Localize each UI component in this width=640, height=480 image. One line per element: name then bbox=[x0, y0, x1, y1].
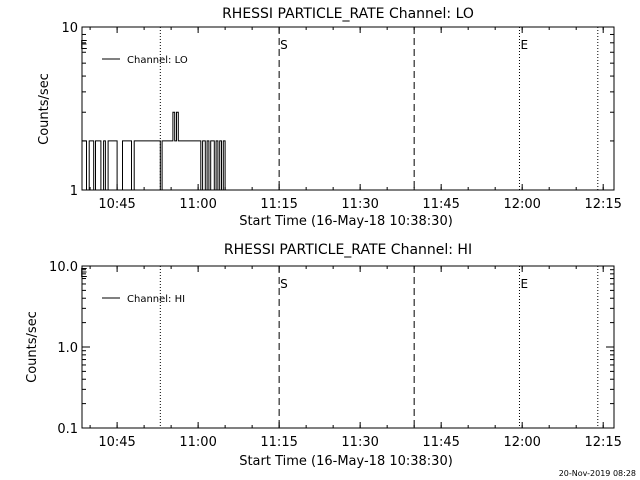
panel-lo-ticks: 10:45 11:00 11:15 11:30 11:45 12:00 12:15 1 10 bbox=[61, 21, 621, 212]
x-tick-label: 11:15 bbox=[260, 435, 297, 450]
x-tick-label: 11:30 bbox=[341, 435, 378, 450]
panel-hi-xlabel: Start Time (16-May-18 10:38:30) bbox=[239, 454, 453, 469]
panel-hi: RHESSI PARTICLE_RATE Channel: HI 10:45 11… bbox=[25, 242, 622, 469]
x-tick-label: 10:45 bbox=[98, 197, 135, 212]
event-line-label: E bbox=[520, 277, 528, 291]
panel-lo-series bbox=[82, 111, 226, 191]
series-line bbox=[82, 111, 226, 191]
x-tick-label: 12:15 bbox=[584, 197, 621, 212]
x-tick-label: 12:00 bbox=[503, 197, 540, 212]
panel-lo-title: RHESSI PARTICLE_RATE Channel: LO bbox=[222, 6, 474, 22]
y-tick-label: 10.0 bbox=[49, 260, 78, 275]
panel-lo: RHESSI PARTICLE_RATE Channel: LO 10:45 11… bbox=[37, 6, 622, 229]
y-tick-label: 0.1 bbox=[57, 422, 78, 437]
event-line-label: S bbox=[280, 277, 288, 291]
panel-hi-ylabel: Counts/sec bbox=[25, 311, 40, 383]
panel-hi-edge-label: E bbox=[80, 266, 88, 280]
x-tick-label: 12:15 bbox=[584, 435, 621, 450]
panel-lo-axes-frame bbox=[81, 26, 615, 191]
panel-hi-title: RHESSI PARTICLE_RATE Channel: HI bbox=[224, 242, 472, 258]
x-tick-label: 11:00 bbox=[179, 197, 216, 212]
panel-lo-edge-label: E bbox=[80, 38, 88, 52]
panel-lo-ylabel: Counts/sec bbox=[37, 73, 52, 145]
x-tick-label: 11:00 bbox=[179, 435, 216, 450]
panel-lo-xlabel: Start Time (16-May-18 10:38:30) bbox=[239, 214, 453, 229]
y-tick-label: 1.0 bbox=[57, 341, 78, 356]
event-line-label: E bbox=[520, 38, 528, 52]
x-tick-label: 11:45 bbox=[422, 435, 459, 450]
x-tick-label: 11:45 bbox=[422, 197, 459, 212]
panel-hi-ticks: 10:45 11:00 11:15 11:30 11:45 12:00 12:15 0.1 1.… bbox=[49, 260, 622, 450]
panel-hi-axes-frame bbox=[81, 265, 615, 429]
x-tick-label: 10:45 bbox=[98, 435, 135, 450]
y-tick-label: 10 bbox=[61, 21, 78, 36]
panel-hi-legend-label: Channel: HI bbox=[127, 294, 185, 305]
x-tick-label: 12:00 bbox=[503, 435, 540, 450]
x-tick-label: 11:15 bbox=[260, 197, 297, 212]
x-tick-label: 11:30 bbox=[341, 197, 378, 212]
panel-lo-legend-label: Channel: LO bbox=[127, 55, 188, 66]
event-line-label: S bbox=[280, 38, 288, 52]
y-tick-label: 1 bbox=[70, 184, 78, 199]
footer-timestamp: 20-Nov-2019 08:28 bbox=[559, 469, 636, 478]
